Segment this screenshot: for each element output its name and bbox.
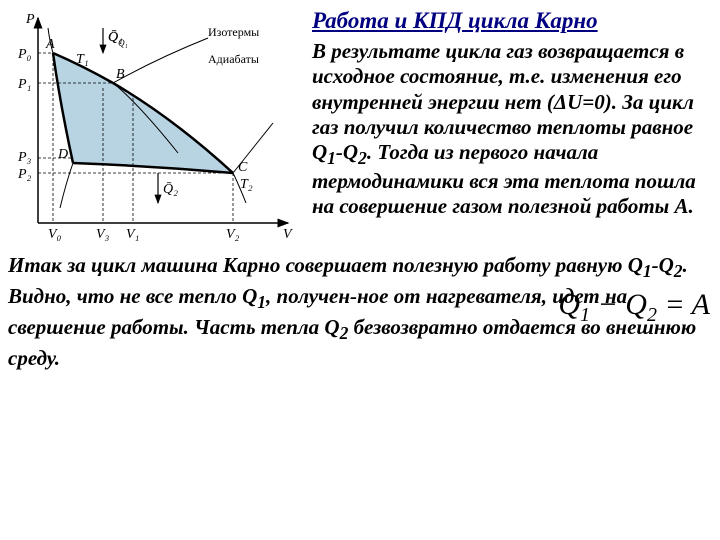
page-title: Работа и КПД цикла Карно — [312, 8, 712, 33]
formula: Q1 − Q2 = A — [558, 288, 710, 327]
t2-label: T₂ — [240, 177, 253, 192]
ytick-p1: P₁ — [17, 77, 31, 92]
adiabat-label: Адиабаты — [208, 52, 259, 66]
isotherm-label: Изотермы — [208, 25, 259, 39]
x-axis-label: V — [283, 227, 293, 242]
point-c-label: C — [238, 160, 248, 175]
svg-text:Q̄₁: Q̄₁ — [108, 30, 123, 45]
xtick-v1: V₁ — [126, 227, 139, 242]
point-b-label: B — [116, 67, 125, 82]
right-paragraph: В результате цикла газ возвращается в ис… — [312, 39, 712, 219]
ytick-p3: P₃ — [17, 150, 32, 165]
point-a-label: A — [45, 37, 55, 52]
ytick-p0: P₀ — [17, 47, 32, 62]
q2-label: Q̄₂ — [163, 182, 178, 197]
point-d-label: D — [57, 147, 68, 162]
xtick-v3: V₃ — [96, 227, 110, 242]
xtick-v0: V₀ — [48, 227, 62, 242]
xtick-v2: V₂ — [226, 227, 240, 242]
carnot-diagram: A B C D P V P₀ P₁ P₃ P₂ V₀ V₃ V₁ V₂ Изот… — [8, 8, 298, 248]
t1-label: T₁ — [76, 52, 89, 67]
y-axis-label: P — [25, 12, 35, 27]
ytick-p2: P₂ — [17, 167, 32, 182]
